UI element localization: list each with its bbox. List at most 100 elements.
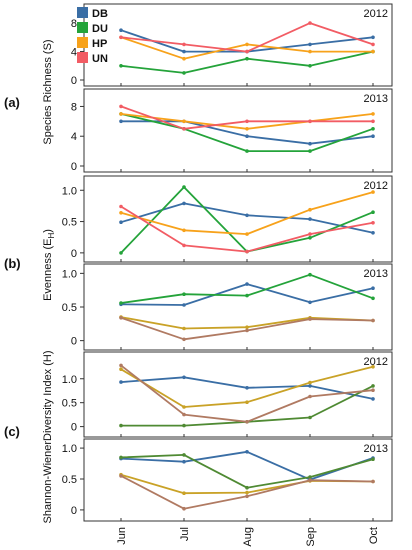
data-point-hp (245, 490, 249, 495)
data-point-du (119, 423, 123, 428)
data-point-db (245, 134, 249, 138)
data-point-db (308, 300, 312, 305)
data-point-db (119, 28, 123, 32)
panel-year: 2013 (364, 443, 388, 455)
panel-year: 2013 (364, 93, 388, 105)
data-point-hp (182, 56, 186, 61)
panel-year: 2012 (364, 180, 388, 192)
ytick-label: 1.0 (62, 374, 77, 386)
panel-year: 2012 (364, 8, 388, 20)
data-point-db (182, 303, 186, 307)
panels: 0 4 8 2012 0 4 8 2013 0 0.5 1.0 2012 0 0.5 1.0 2013 0 0.5… (62, 3, 393, 522)
data-point-un (371, 388, 375, 393)
series-line-db (121, 120, 374, 145)
data-point-un (245, 420, 249, 424)
data-point-du (371, 384, 375, 388)
data-point-hp (308, 380, 312, 385)
data-point-hp (119, 211, 123, 215)
data-point-un (371, 42, 375, 47)
data-point-db (182, 201, 186, 206)
data-point-un (119, 363, 123, 368)
ytick-label: 4 (71, 131, 77, 143)
panel-frame-1 (83, 3, 393, 87)
data-point-hp (245, 127, 249, 131)
data-point-db (308, 141, 312, 146)
data-point-un (371, 318, 375, 323)
ytick-label: 0 (71, 75, 77, 87)
xtick-label-oct: Oct (368, 527, 380, 544)
series-line-hp (120, 473, 374, 495)
legend-swatch-un (77, 52, 88, 63)
panel-5: 0 0.5 1.0 2012 (62, 351, 393, 438)
xtick-label-sep: Sep (305, 527, 317, 547)
ytick-label: 8 (71, 18, 77, 30)
ytick-label: 0.5 (62, 302, 77, 314)
ytick-label: 1.0 (62, 185, 77, 197)
ytick-label: 0.5 (62, 474, 77, 486)
data-point-hp (182, 491, 186, 496)
data-point-du (182, 185, 186, 189)
legend-swatch-du (77, 22, 88, 33)
series-line-hp (120, 36, 373, 60)
ytick-label: 0.5 (62, 217, 77, 229)
data-point-un (119, 316, 123, 320)
data-point-hp (245, 42, 249, 47)
panel-frame-6 (83, 438, 393, 522)
data-point-db (371, 397, 375, 401)
legend-label-db: DB (92, 8, 108, 20)
data-point-hp (119, 112, 123, 116)
ytick-label: 0 (71, 248, 77, 260)
data-point-du (308, 236, 312, 240)
data-point-hp (371, 365, 375, 369)
panel-frame-2 (83, 88, 393, 173)
x-axis: Jun Jul Aug Sep Oct (116, 527, 380, 547)
data-point-un (119, 204, 123, 209)
series-line-du (120, 186, 374, 254)
data-point-hp (245, 232, 249, 236)
data-point-db (308, 384, 312, 388)
data-point-hp (371, 190, 375, 194)
panel-year: 2012 (364, 356, 388, 368)
data-point-hp (245, 400, 249, 405)
data-point-du (119, 301, 123, 305)
data-point-un (245, 49, 249, 54)
data-point-hp (119, 367, 123, 372)
data-point-du (245, 56, 249, 61)
data-point-du (119, 455, 123, 460)
data-point-hp (371, 112, 375, 116)
panel-frame-5 (83, 351, 393, 438)
data-point-db (308, 217, 312, 221)
legend-label-un: UN (92, 53, 108, 65)
data-point-du (308, 149, 312, 153)
data-point-db (308, 42, 312, 47)
data-point-un (245, 494, 249, 499)
data-point-un (182, 243, 186, 248)
data-point-hp (182, 405, 186, 409)
legend: DB DU HP UN (77, 7, 108, 65)
data-point-un (119, 35, 123, 40)
data-point-un (308, 317, 312, 321)
data-point-un (245, 119, 249, 124)
xtick-label-jun: Jun (116, 527, 128, 545)
data-point-un (371, 479, 375, 484)
data-point-un (182, 42, 186, 47)
data-point-du (182, 71, 186, 75)
data-point-du (371, 210, 375, 214)
data-point-db (182, 49, 186, 54)
data-point-hp (182, 228, 186, 233)
ylabel-evenness-main: Evenness (E (42, 239, 54, 301)
data-point-hp (182, 326, 186, 331)
panel-year: 2013 (364, 268, 388, 280)
data-point-du (245, 485, 249, 490)
data-point-un (308, 119, 312, 124)
data-point-un (308, 21, 312, 25)
data-point-hp (245, 325, 249, 330)
data-point-db (245, 213, 249, 218)
series-line-du (120, 50, 374, 74)
ylabel-species-richness: Species Richness (S) (42, 39, 54, 144)
data-point-hp (371, 49, 375, 54)
data-point-du (245, 149, 249, 153)
data-point-db (371, 286, 375, 291)
data-point-du (308, 415, 312, 420)
